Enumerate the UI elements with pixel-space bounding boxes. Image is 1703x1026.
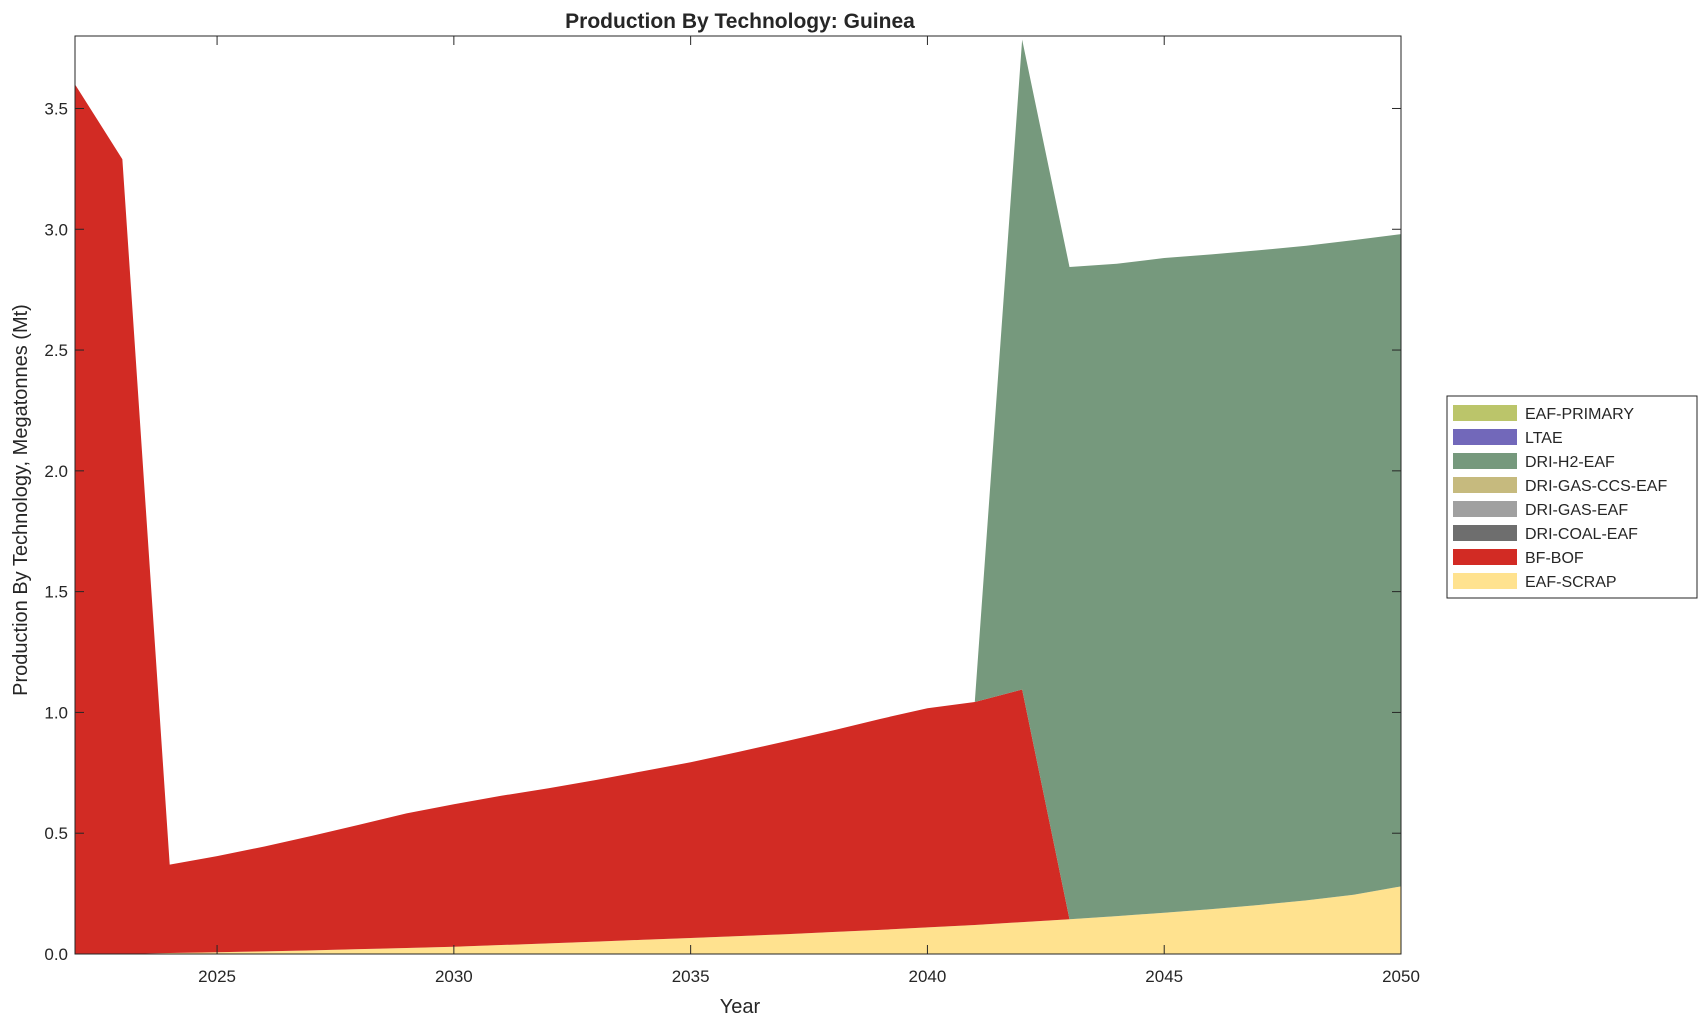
plot-frame: [74, 35, 1402, 955]
legend-swatch-bf-bof: [1453, 549, 1517, 565]
area-bf-bof: [75, 84, 1401, 954]
y-tick-label: 1.5: [44, 583, 68, 602]
legend-label-dri-gas-ccs-eaf: DRI-GAS-CCS-EAF: [1525, 478, 1667, 495]
area-eaf-scrap: [75, 886, 1401, 954]
legend-label-dri-coal-eaf: DRI-COAL-EAF: [1525, 526, 1638, 543]
legend-label-dri-gas-eaf: DRI-GAS-EAF: [1525, 502, 1628, 519]
y-tick-label: 3.0: [44, 220, 68, 239]
y-tick-label: 0.5: [44, 824, 68, 843]
y-tick-label: 1.0: [44, 703, 68, 722]
legend-label-eaf-scrap: EAF-SCRAP: [1525, 574, 1617, 591]
legend-swatch-dri-coal-eaf: [1453, 525, 1517, 541]
chart-title: Production By Technology: Guinea: [565, 10, 915, 33]
y-tick-label: 3.5: [44, 99, 68, 118]
area-dri-h2-eaf: [75, 39, 1401, 920]
y-axis-label: Production By Technology, Megatonnes (Mt…: [10, 304, 32, 696]
legend-swatch-dri-gas-ccs-eaf: [1453, 477, 1517, 493]
legend-label-eaf-primary: EAF-PRIMARY: [1525, 406, 1634, 423]
legend-swatch-eaf-primary: [1453, 405, 1517, 421]
x-tick-label: 2050: [1382, 967, 1420, 986]
x-tick-label: 2040: [909, 967, 947, 986]
x-axis-label: Year: [720, 996, 761, 1018]
axis-ticks: 2025 2030 2035 2040 2045 2050 0.0 0.5 1.0 1.5 2.0 2…: [44, 36, 1420, 986]
legend-swatch-eaf-scrap: [1453, 573, 1517, 589]
x-tick-label: 2030: [435, 967, 473, 986]
legend: EAF-PRIMARY LTAE DRI-H2-EAF DRI-GAS-CCS-EAF…: [1446, 395, 1698, 599]
legend-label-dri-h2-eaf: DRI-H2-EAF: [1525, 454, 1615, 471]
y-tick-label: 2.5: [44, 341, 68, 360]
x-tick-label: 2035: [672, 967, 710, 986]
legend-swatch-dri-gas-eaf: [1453, 501, 1517, 517]
x-tick-label: 2025: [198, 967, 236, 986]
legend-box: [1446, 395, 1698, 599]
legend-swatch-ltae: [1453, 429, 1517, 445]
legend-label-bf-bof: BF-BOF: [1525, 550, 1584, 567]
x-tick-label: 2045: [1145, 967, 1183, 986]
y-tick-label: 0.0: [44, 945, 68, 964]
plot-areas: [75, 39, 1401, 954]
y-tick-label: 2.0: [44, 462, 68, 481]
legend-swatch-dri-h2-eaf: [1453, 453, 1517, 469]
legend-label-ltae: LTAE: [1525, 430, 1563, 447]
